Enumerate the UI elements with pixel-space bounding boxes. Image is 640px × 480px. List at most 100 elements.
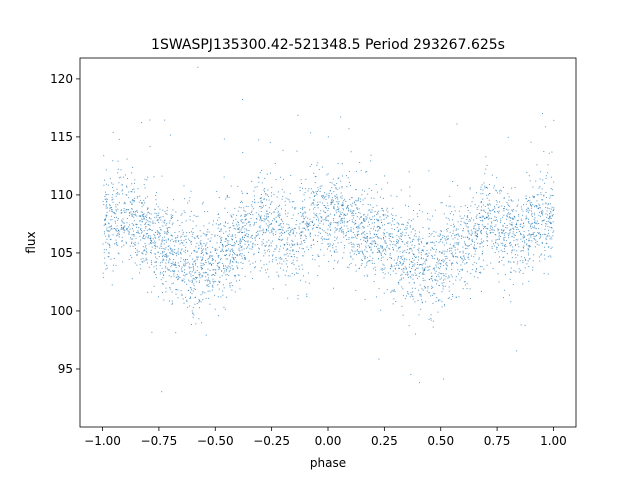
data-point bbox=[544, 258, 546, 260]
data-point bbox=[112, 186, 114, 188]
data-point bbox=[296, 257, 298, 259]
data-point bbox=[123, 227, 125, 229]
data-point bbox=[398, 229, 400, 231]
data-point bbox=[108, 204, 110, 206]
data-point bbox=[127, 209, 129, 211]
data-point bbox=[369, 238, 371, 240]
data-point bbox=[449, 250, 451, 252]
data-point bbox=[157, 252, 159, 254]
data-point bbox=[158, 239, 160, 241]
data-point bbox=[230, 248, 232, 250]
data-point bbox=[105, 183, 107, 185]
data-point bbox=[500, 190, 502, 192]
data-point bbox=[221, 262, 223, 264]
data-point bbox=[504, 245, 506, 247]
data-point bbox=[476, 217, 478, 219]
data-point bbox=[354, 234, 356, 236]
data-point bbox=[218, 217, 220, 219]
data-point bbox=[340, 196, 342, 198]
data-point bbox=[422, 277, 424, 279]
data-point bbox=[174, 245, 176, 247]
data-point bbox=[487, 245, 489, 247]
data-point bbox=[441, 237, 443, 239]
data-point bbox=[117, 217, 119, 219]
data-point bbox=[477, 236, 479, 238]
data-point bbox=[374, 273, 376, 275]
data-point bbox=[232, 222, 234, 224]
data-point bbox=[498, 238, 500, 240]
data-point bbox=[150, 236, 152, 238]
data-point bbox=[278, 214, 280, 216]
data-point bbox=[341, 211, 343, 213]
data-point bbox=[386, 246, 388, 248]
data-point bbox=[179, 277, 181, 279]
data-point bbox=[267, 213, 269, 215]
data-point bbox=[160, 229, 162, 231]
data-point bbox=[250, 213, 252, 215]
data-point bbox=[516, 231, 518, 233]
data-point bbox=[154, 253, 156, 255]
data-point bbox=[513, 218, 514, 220]
data-point bbox=[392, 243, 394, 245]
data-point bbox=[126, 228, 128, 230]
data-point bbox=[505, 240, 507, 242]
data-point bbox=[251, 248, 253, 250]
data-point bbox=[291, 239, 293, 241]
data-point bbox=[167, 239, 169, 241]
data-point bbox=[169, 288, 171, 290]
data-point bbox=[166, 233, 168, 235]
data-point bbox=[264, 177, 266, 179]
data-point bbox=[248, 234, 249, 236]
data-point bbox=[252, 242, 254, 244]
data-point bbox=[550, 212, 552, 214]
data-point bbox=[152, 242, 154, 244]
data-point bbox=[545, 177, 547, 179]
data-point bbox=[410, 241, 412, 243]
data-point bbox=[176, 255, 178, 257]
data-point bbox=[156, 258, 158, 260]
data-point bbox=[301, 264, 303, 266]
data-point bbox=[356, 216, 358, 218]
data-point bbox=[490, 262, 492, 264]
data-point bbox=[464, 243, 466, 245]
data-point bbox=[216, 249, 218, 251]
data-point bbox=[329, 226, 331, 228]
data-point bbox=[185, 259, 187, 261]
data-point bbox=[476, 192, 478, 194]
data-point bbox=[311, 221, 313, 223]
data-point bbox=[321, 242, 323, 244]
data-point bbox=[487, 240, 489, 242]
data-point bbox=[234, 253, 236, 255]
data-point bbox=[422, 269, 424, 271]
data-point bbox=[553, 119, 555, 121]
data-point bbox=[488, 199, 490, 201]
data-point bbox=[412, 239, 414, 241]
data-point bbox=[349, 185, 351, 187]
data-point bbox=[121, 226, 122, 228]
data-point bbox=[316, 204, 318, 206]
data-point bbox=[446, 251, 448, 253]
data-point bbox=[482, 216, 484, 218]
data-point bbox=[145, 227, 147, 229]
data-point bbox=[131, 213, 133, 215]
data-point bbox=[215, 269, 217, 271]
data-point bbox=[164, 254, 166, 256]
data-point bbox=[118, 177, 120, 179]
data-point bbox=[216, 252, 218, 254]
data-point bbox=[392, 270, 394, 272]
data-point bbox=[215, 280, 217, 282]
data-point bbox=[393, 298, 395, 300]
data-point bbox=[462, 246, 464, 248]
data-point bbox=[418, 236, 420, 238]
data-point bbox=[426, 243, 428, 245]
data-point bbox=[115, 193, 117, 195]
data-point bbox=[146, 214, 148, 216]
data-point bbox=[334, 227, 336, 229]
data-point bbox=[407, 271, 409, 273]
data-point bbox=[217, 263, 219, 265]
data-point bbox=[136, 226, 138, 228]
data-point bbox=[333, 191, 335, 193]
data-point bbox=[248, 244, 250, 246]
data-point bbox=[249, 223, 251, 225]
data-point bbox=[433, 235, 435, 237]
